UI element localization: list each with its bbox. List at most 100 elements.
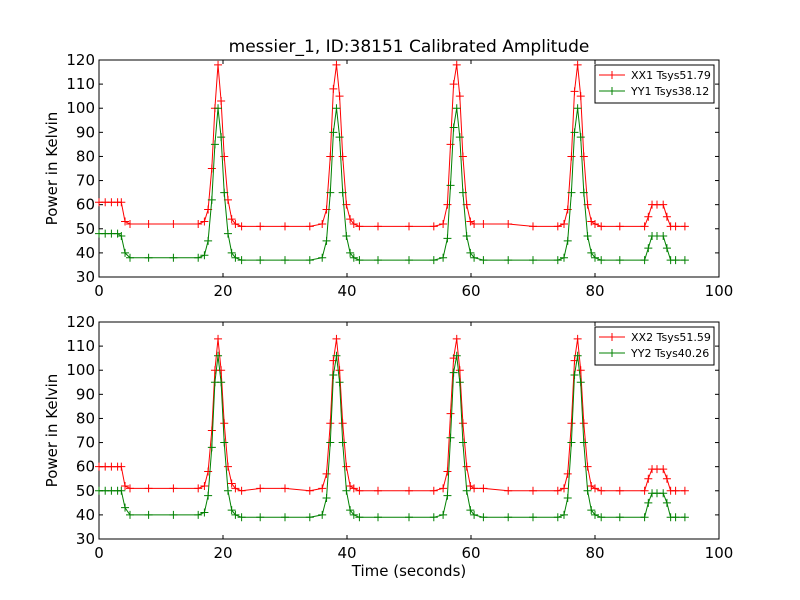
bottom-data-point bbox=[579, 419, 588, 428]
top-data-point bbox=[597, 256, 606, 265]
bottom-data-point bbox=[338, 419, 347, 428]
bottom-data-point bbox=[680, 486, 689, 495]
bottom-y-tick-label: 100 bbox=[66, 361, 95, 379]
top-data-point bbox=[237, 222, 246, 231]
top-y-axis-label: Power in Kelvin bbox=[43, 112, 61, 226]
top-data-point bbox=[335, 92, 344, 101]
bottom-data-point bbox=[640, 513, 649, 522]
top-data-point bbox=[439, 253, 448, 262]
top-data-point bbox=[227, 248, 236, 257]
bottom-data-point bbox=[659, 489, 668, 498]
bottom-data-point bbox=[504, 513, 513, 522]
top-y-tick-label: 60 bbox=[76, 196, 95, 214]
top-data-point bbox=[329, 128, 338, 137]
top-y-tick-label: 70 bbox=[76, 172, 95, 190]
top-data-point bbox=[217, 133, 226, 142]
top-data-point bbox=[256, 222, 265, 231]
bottom-data-point bbox=[452, 351, 461, 360]
top-y-tick-label: 50 bbox=[76, 220, 95, 238]
bottom-data-point bbox=[579, 438, 588, 447]
bottom-y-tick-label: 80 bbox=[76, 409, 95, 427]
bottom-x-tick-label: 100 bbox=[705, 544, 734, 562]
bottom-data-point bbox=[200, 481, 209, 490]
bottom-data-point bbox=[194, 510, 203, 519]
top-data-point bbox=[121, 217, 130, 226]
bottom-legend-marker bbox=[608, 333, 616, 341]
bottom-data-point bbox=[204, 491, 213, 500]
top-legend-marker bbox=[608, 87, 616, 95]
top-x-tick-label: 80 bbox=[585, 282, 604, 300]
top-data-point bbox=[458, 152, 467, 161]
top-data-point bbox=[144, 253, 153, 262]
bottom-data-point bbox=[479, 484, 488, 493]
bottom-data-point bbox=[332, 351, 341, 360]
top-data-point bbox=[200, 217, 209, 226]
bottom-data-point bbox=[587, 506, 596, 515]
top-data-point bbox=[640, 222, 649, 231]
bottom-y-tick-label: 60 bbox=[76, 458, 95, 476]
top-data-point bbox=[355, 256, 364, 265]
top-data-point bbox=[169, 219, 178, 228]
bottom-data-point bbox=[591, 484, 599, 493]
bottom-data-point bbox=[640, 486, 649, 495]
bottom-y-tick-label: 50 bbox=[76, 482, 95, 500]
bottom-data-point bbox=[126, 484, 134, 493]
bottom-data-point bbox=[470, 484, 479, 493]
top-y-tick-label: 90 bbox=[76, 123, 95, 141]
top-data-point bbox=[553, 222, 562, 231]
bottom-data-point bbox=[449, 368, 458, 377]
bottom-data-point bbox=[335, 366, 344, 375]
bottom-data-point bbox=[455, 378, 464, 387]
bottom-data-point bbox=[591, 510, 599, 519]
top-x-tick-label: 20 bbox=[213, 282, 232, 300]
bottom-data-point bbox=[573, 334, 582, 343]
top-data-point bbox=[462, 232, 471, 241]
top-data-point bbox=[332, 60, 341, 69]
bottom-x-tick-label: 0 bbox=[94, 544, 104, 562]
top-data-point bbox=[583, 232, 592, 241]
bottom-data-point bbox=[567, 419, 576, 428]
bottom-data-point bbox=[326, 419, 335, 428]
bottom-data-point bbox=[470, 510, 479, 519]
bottom-data-point bbox=[194, 484, 203, 493]
top-data-point bbox=[553, 256, 562, 265]
top-data-point bbox=[374, 222, 382, 231]
bottom-data-point bbox=[217, 366, 226, 375]
top-data-point bbox=[332, 104, 341, 113]
top-data-point bbox=[305, 256, 314, 265]
top-data-point bbox=[662, 244, 671, 253]
top-data-point bbox=[449, 80, 458, 89]
top-data-point bbox=[504, 219, 513, 228]
bottom-data-point bbox=[355, 486, 364, 495]
top-data-point bbox=[644, 212, 653, 221]
top-data-point bbox=[615, 256, 624, 265]
bottom-data-point bbox=[662, 474, 671, 483]
bottom-data-point bbox=[169, 510, 178, 519]
top-data-point bbox=[576, 133, 585, 142]
top-data-point bbox=[349, 253, 358, 262]
bottom-data-point bbox=[318, 510, 327, 519]
top-data-point bbox=[446, 140, 455, 149]
top-x-tick-label: 0 bbox=[94, 282, 104, 300]
top-data-point bbox=[117, 198, 126, 207]
bottom-data-point bbox=[671, 486, 680, 495]
bottom-data-point bbox=[237, 513, 246, 522]
bottom-data-point bbox=[332, 334, 341, 343]
top-x-tick-label: 40 bbox=[337, 282, 356, 300]
bottom-data-point bbox=[318, 484, 327, 493]
top-data-point bbox=[640, 256, 649, 265]
top-subplot: 0 20 40 60 80 100 30 40 50 60 70 80 90 100 110 120 Power… bbox=[43, 51, 733, 300]
top-data-point bbox=[529, 222, 537, 231]
bottom-data-point bbox=[223, 486, 232, 495]
top-data-point bbox=[659, 232, 668, 241]
bottom-data-point bbox=[553, 486, 562, 495]
top-data-point bbox=[579, 188, 588, 197]
top-data-point bbox=[194, 219, 203, 228]
top-data-point bbox=[126, 253, 134, 262]
bottom-data-point bbox=[671, 513, 680, 522]
bottom-y-tick-label: 90 bbox=[76, 385, 95, 403]
bottom-data-point bbox=[563, 469, 572, 478]
bottom-data-point bbox=[529, 513, 537, 522]
top-data-point bbox=[194, 253, 203, 262]
bottom-data-point bbox=[126, 510, 134, 519]
